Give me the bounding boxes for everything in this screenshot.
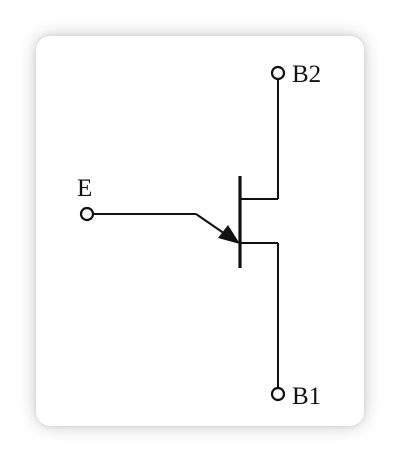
emitter-terminal-circle — [79, 206, 95, 222]
label-e: E — [77, 175, 92, 202]
b2-terminal-circle — [270, 65, 286, 81]
label-b1: B1 — [292, 383, 321, 410]
label-b2: B2 — [292, 61, 321, 88]
b1-terminal-circle — [270, 386, 286, 402]
emitter-arrow-icon — [218, 225, 240, 244]
diagram-card — [36, 36, 364, 426]
